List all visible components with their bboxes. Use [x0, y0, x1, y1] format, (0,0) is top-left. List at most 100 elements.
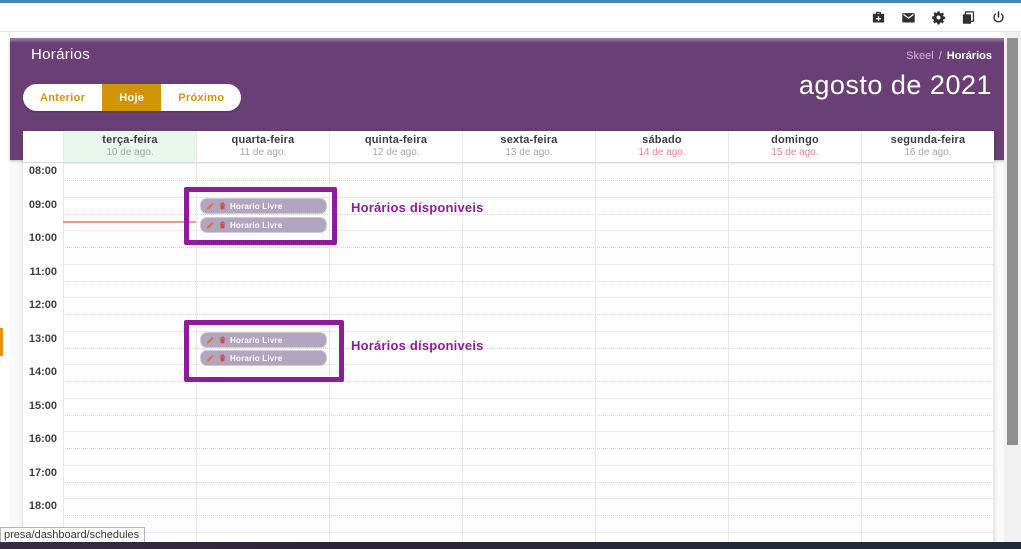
- mail-icon[interactable]: [900, 9, 917, 26]
- time-label: 18:00: [28, 500, 57, 512]
- delete-trash-icon[interactable]: [218, 201, 227, 211]
- day-header-row: terça-feira 10 de ago. quarta-feira 11 d…: [23, 131, 994, 163]
- column-divider: [63, 163, 64, 543]
- time-label: 13:00: [28, 332, 57, 345]
- event-title: Horario Livre: [230, 353, 283, 363]
- current-time-indicator: [63, 221, 196, 223]
- hour-row[interactable]: [63, 397, 994, 432]
- event-horario-livre-2[interactable]: Horario Livre: [200, 217, 327, 233]
- hour-row[interactable]: [63, 297, 994, 331]
- day-name: terça-feira: [102, 134, 158, 146]
- hour-row[interactable]: [63, 531, 994, 544]
- briefcase-plus-icon[interactable]: [870, 9, 887, 26]
- annotation-text-1: Horários dísponiveis: [351, 200, 484, 215]
- delete-trash-icon[interactable]: [218, 220, 227, 230]
- day-date: 16 de ago.: [904, 147, 952, 158]
- annotation-text-2: Horários dísponiveis: [351, 338, 484, 353]
- scrollbar-thumb[interactable]: [1007, 38, 1018, 445]
- edit-pencil-icon[interactable]: [206, 353, 215, 363]
- time-label: 12:00: [28, 299, 57, 311]
- day-name: sábado: [642, 134, 682, 146]
- hour-row[interactable]: [63, 163, 994, 197]
- hour-row[interactable]: [63, 498, 994, 532]
- top-toolbar: [0, 3, 1021, 32]
- day-header-sunday: domingo 15 de ago.: [728, 131, 861, 162]
- day-name: quinta-feira: [364, 134, 428, 146]
- previous-button[interactable]: Anterior: [23, 84, 102, 111]
- month-title: agosto de 2021: [798, 70, 992, 100]
- day-header-wednesday: quarta-feira 11 de ago.: [196, 131, 329, 162]
- day-header-friday: sexta-feira 13 de ago.: [462, 131, 595, 162]
- event-title: Horario Livre: [230, 201, 283, 211]
- time-label: 09:00: [28, 198, 57, 211]
- column-divider: [595, 163, 596, 543]
- time-label: 11:00: [29, 265, 57, 278]
- time-label: 08:00: [28, 165, 57, 177]
- breadcrumb: Skeel / Horários: [906, 50, 992, 62]
- event-horario-livre-3[interactable]: Horario Livre: [200, 332, 327, 348]
- delete-trash-icon[interactable]: [218, 353, 227, 363]
- time-label: 15:00: [28, 399, 57, 412]
- highlight-rectangle-1: [184, 187, 337, 245]
- hour-row[interactable]: [63, 263, 994, 298]
- column-divider: [993, 163, 994, 543]
- time-label: 10:00: [28, 232, 57, 244]
- day-date: 10 de ago.: [106, 147, 154, 158]
- column-divider: [329, 163, 330, 543]
- edit-pencil-icon[interactable]: [206, 201, 215, 211]
- scheduler-card: terça-feira 10 de ago. quarta-feira 11 d…: [23, 131, 994, 543]
- edit-pencil-icon[interactable]: [206, 220, 215, 230]
- day-columns[interactable]: Horario Livre Horario Livre Horario Livr…: [63, 163, 994, 543]
- copy-pages-icon[interactable]: [960, 9, 977, 26]
- breadcrumb-separator: /: [938, 50, 942, 62]
- day-header-gutter: [23, 131, 63, 162]
- edit-pencil-icon[interactable]: [206, 335, 215, 345]
- event-title: Horario Livre: [230, 220, 283, 230]
- left-edge-orange-tab[interactable]: [0, 328, 3, 356]
- hour-row[interactable]: [63, 330, 994, 365]
- time-label: 14:00: [28, 366, 57, 378]
- highlight-rectangle-2: [184, 320, 344, 382]
- delete-trash-icon[interactable]: [218, 335, 227, 345]
- day-header-monday: segunda-feira 16 de ago.: [861, 131, 994, 162]
- event-horario-livre-1[interactable]: Horario Livre: [200, 198, 327, 214]
- today-button[interactable]: Hoje: [102, 84, 162, 111]
- bottom-dark-bar: [0, 542, 1021, 549]
- day-date: 15 de ago.: [771, 147, 819, 158]
- hour-row[interactable]: [63, 196, 994, 231]
- browser-top-border: [0, 0, 1021, 3]
- time-gutter: 08:00 09:00 10:00 11:00 12:00 13:00 14:0…: [23, 163, 63, 543]
- next-button[interactable]: Próximo: [161, 84, 241, 111]
- hour-row[interactable]: [63, 364, 994, 398]
- day-name: domingo: [771, 134, 819, 146]
- day-name: segunda-feira: [890, 134, 966, 146]
- calendar-nav-buttons: Anterior Hoje Próximo: [23, 84, 242, 111]
- day-date: 12 de ago.: [372, 147, 420, 158]
- hour-row[interactable]: [63, 431, 994, 465]
- day-header-tuesday: terça-feira 10 de ago.: [63, 131, 196, 162]
- column-divider: [861, 163, 862, 543]
- breadcrumb-current: Horários: [946, 50, 992, 62]
- column-divider: [728, 163, 729, 543]
- column-divider: [462, 163, 463, 543]
- day-name: sexta-feira: [500, 134, 558, 146]
- day-date: 14 de ago.: [638, 147, 686, 158]
- power-icon[interactable]: [990, 9, 1007, 26]
- hour-row[interactable]: [63, 464, 994, 499]
- settings-gear-icon[interactable]: [930, 9, 947, 26]
- time-label: 17:00: [28, 466, 57, 479]
- event-horario-livre-4[interactable]: Horario Livre: [200, 350, 327, 366]
- time-label: 16:00: [28, 433, 57, 445]
- event-title: Horario Livre: [230, 335, 283, 345]
- column-divider: [196, 163, 197, 543]
- day-date: 11 de ago.: [239, 147, 287, 158]
- page-title: Horários: [31, 46, 91, 63]
- time-grid: 08:00 09:00 10:00 11:00 12:00 13:00 14:0…: [23, 163, 994, 543]
- day-name: quarta-feira: [231, 134, 295, 146]
- day-header-saturday: sábado 14 de ago.: [595, 131, 728, 162]
- hour-row[interactable]: [63, 230, 994, 264]
- breadcrumb-app-link[interactable]: Skeel: [906, 50, 934, 62]
- status-bar-url: presa/dashboard/schedules: [0, 527, 146, 543]
- day-date: 13 de ago.: [505, 147, 553, 158]
